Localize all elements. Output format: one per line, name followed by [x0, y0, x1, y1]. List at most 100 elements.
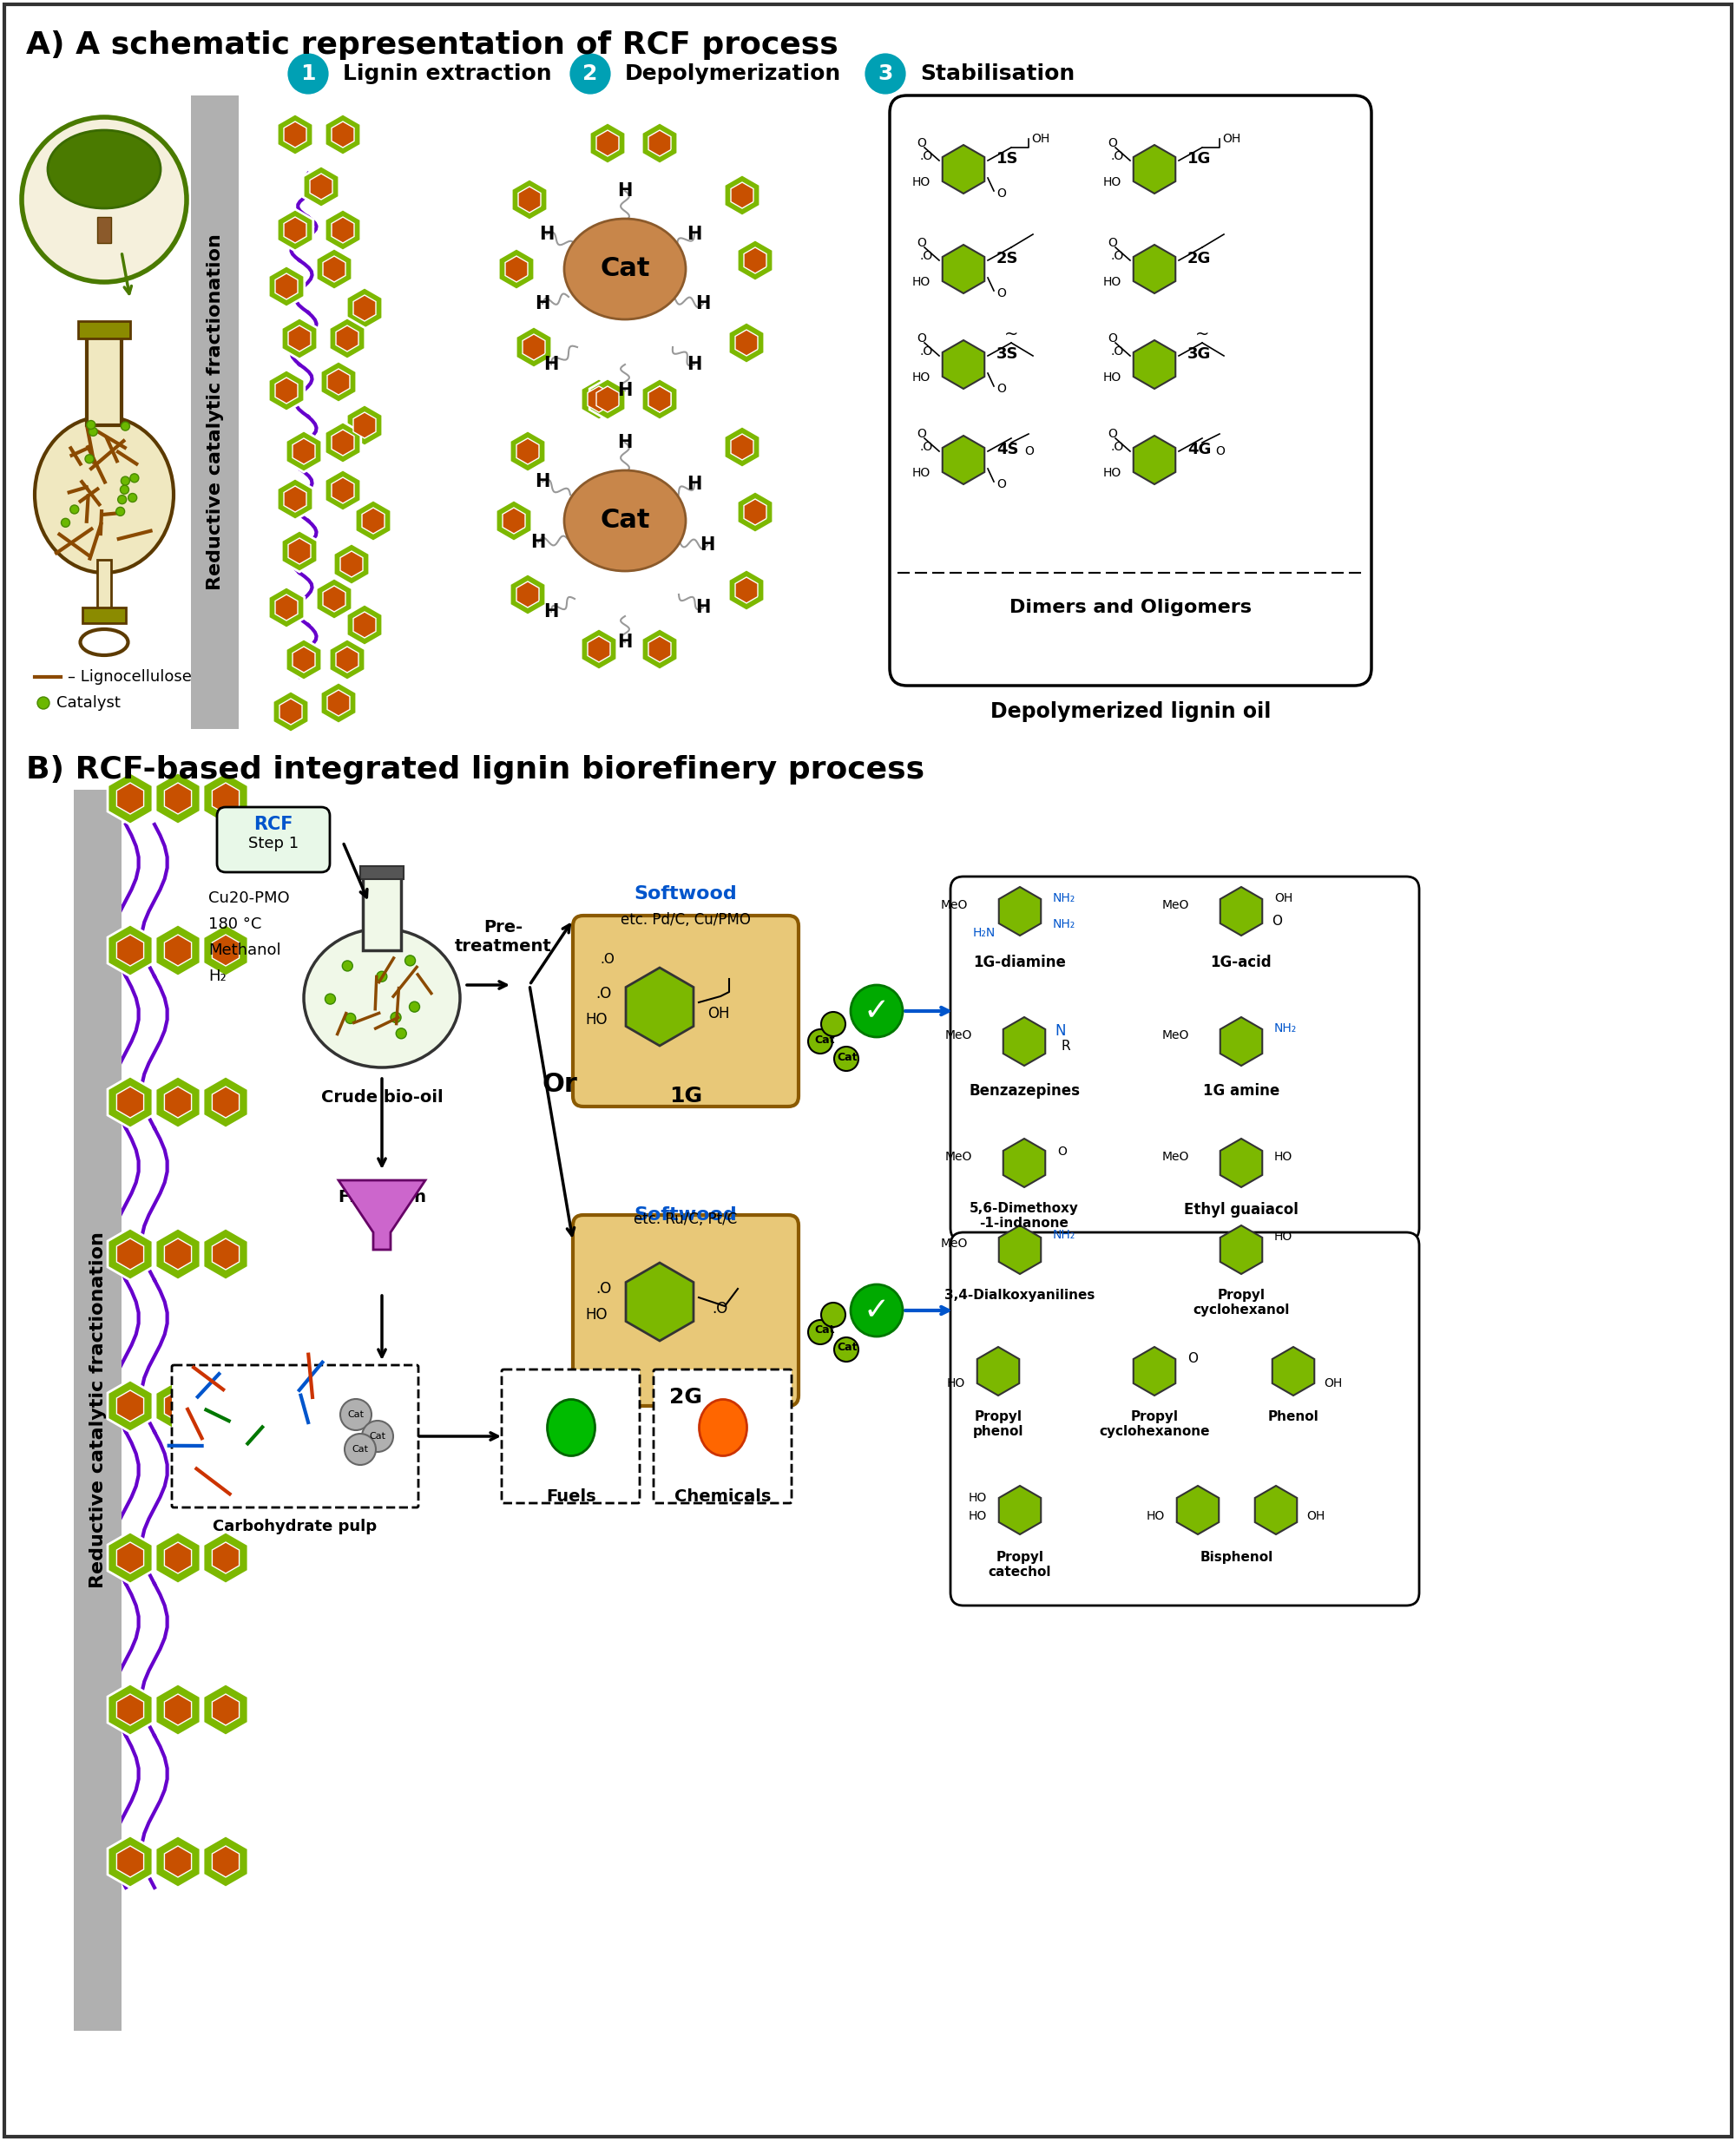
Polygon shape	[1220, 1139, 1262, 1188]
Text: .O: .O	[712, 1302, 727, 1317]
Polygon shape	[323, 257, 345, 283]
Text: HO: HO	[1146, 1509, 1165, 1522]
Polygon shape	[1134, 244, 1175, 293]
Text: Cat: Cat	[814, 1034, 835, 1045]
Polygon shape	[328, 368, 349, 394]
Polygon shape	[328, 689, 349, 715]
Polygon shape	[285, 122, 306, 148]
Polygon shape	[212, 1694, 240, 1726]
Text: H: H	[543, 604, 559, 621]
FancyBboxPatch shape	[951, 876, 1420, 1242]
Text: Cat: Cat	[837, 1051, 858, 1062]
Ellipse shape	[35, 417, 174, 574]
Polygon shape	[165, 936, 191, 966]
Polygon shape	[321, 362, 356, 403]
Text: Filtration: Filtration	[337, 1188, 427, 1205]
Polygon shape	[108, 773, 153, 824]
Polygon shape	[510, 430, 545, 473]
Text: 3: 3	[878, 64, 892, 83]
Text: OH: OH	[1222, 133, 1241, 146]
FancyBboxPatch shape	[503, 1370, 639, 1501]
Polygon shape	[363, 507, 384, 533]
Polygon shape	[165, 1085, 191, 1118]
Text: H: H	[687, 355, 701, 373]
Polygon shape	[325, 469, 361, 512]
Text: Pre-
treatment: Pre- treatment	[455, 918, 552, 955]
Text: Carbohydrate pulp: Carbohydrate pulp	[214, 1518, 377, 1535]
Polygon shape	[347, 287, 382, 330]
Text: 1G-acid: 1G-acid	[1210, 955, 1272, 970]
Polygon shape	[943, 146, 984, 193]
Polygon shape	[1003, 1139, 1045, 1188]
FancyBboxPatch shape	[573, 1214, 799, 1407]
Polygon shape	[156, 1683, 200, 1736]
Text: H: H	[696, 599, 710, 617]
Text: OH: OH	[708, 1006, 729, 1021]
Polygon shape	[108, 925, 153, 976]
Ellipse shape	[49, 131, 160, 208]
Text: Fuels: Fuels	[547, 1488, 595, 1505]
Polygon shape	[943, 435, 984, 484]
Text: ~: ~	[1194, 325, 1210, 343]
Polygon shape	[731, 435, 753, 460]
Polygon shape	[943, 340, 984, 390]
Text: NH₂: NH₂	[1274, 1023, 1297, 1034]
Text: O: O	[1108, 428, 1118, 441]
Polygon shape	[356, 499, 391, 542]
Polygon shape	[589, 636, 609, 662]
Text: HO: HO	[911, 176, 930, 188]
Polygon shape	[943, 244, 984, 293]
Polygon shape	[642, 379, 677, 420]
FancyBboxPatch shape	[656, 1370, 790, 1501]
Polygon shape	[642, 379, 677, 420]
Circle shape	[391, 1013, 401, 1023]
Polygon shape	[729, 321, 764, 364]
Polygon shape	[597, 385, 618, 413]
Polygon shape	[108, 1229, 153, 1280]
Polygon shape	[212, 784, 240, 814]
Text: .O: .O	[1111, 250, 1125, 261]
Polygon shape	[278, 477, 312, 520]
Text: Cu20-PMO: Cu20-PMO	[208, 891, 290, 906]
Text: OH: OH	[1274, 893, 1293, 904]
Polygon shape	[165, 784, 191, 814]
Text: HO: HO	[969, 1492, 986, 1503]
Text: Propyl
phenol: Propyl phenol	[972, 1411, 1024, 1439]
Text: H: H	[618, 182, 632, 199]
Text: HO: HO	[911, 276, 930, 289]
Polygon shape	[276, 274, 297, 300]
Text: H: H	[531, 533, 545, 550]
Polygon shape	[203, 1077, 248, 1128]
Circle shape	[361, 1422, 392, 1452]
Text: .O: .O	[920, 150, 934, 163]
Polygon shape	[281, 317, 318, 360]
Circle shape	[396, 1028, 406, 1038]
Circle shape	[130, 473, 139, 482]
Polygon shape	[332, 477, 354, 503]
FancyBboxPatch shape	[174, 1366, 417, 1505]
Text: OH: OH	[1031, 133, 1050, 146]
Text: 2G: 2G	[670, 1387, 701, 1407]
Text: MeO: MeO	[1161, 1150, 1189, 1163]
Text: R: R	[1061, 1038, 1069, 1051]
Text: HO: HO	[911, 370, 930, 383]
Circle shape	[325, 993, 335, 1004]
Polygon shape	[738, 490, 773, 533]
Polygon shape	[286, 430, 321, 473]
Polygon shape	[337, 325, 358, 351]
Circle shape	[821, 1302, 845, 1327]
Text: H: H	[535, 295, 550, 313]
Text: HO: HO	[1102, 176, 1121, 188]
Polygon shape	[1220, 1017, 1262, 1066]
Polygon shape	[165, 1694, 191, 1726]
Polygon shape	[354, 295, 375, 321]
Polygon shape	[724, 173, 760, 216]
Circle shape	[120, 486, 128, 495]
Text: HO: HO	[911, 467, 930, 480]
FancyBboxPatch shape	[217, 807, 330, 871]
Polygon shape	[156, 925, 200, 976]
Bar	[363, 871, 401, 951]
Polygon shape	[582, 379, 616, 420]
Polygon shape	[293, 647, 314, 672]
Polygon shape	[311, 173, 332, 199]
